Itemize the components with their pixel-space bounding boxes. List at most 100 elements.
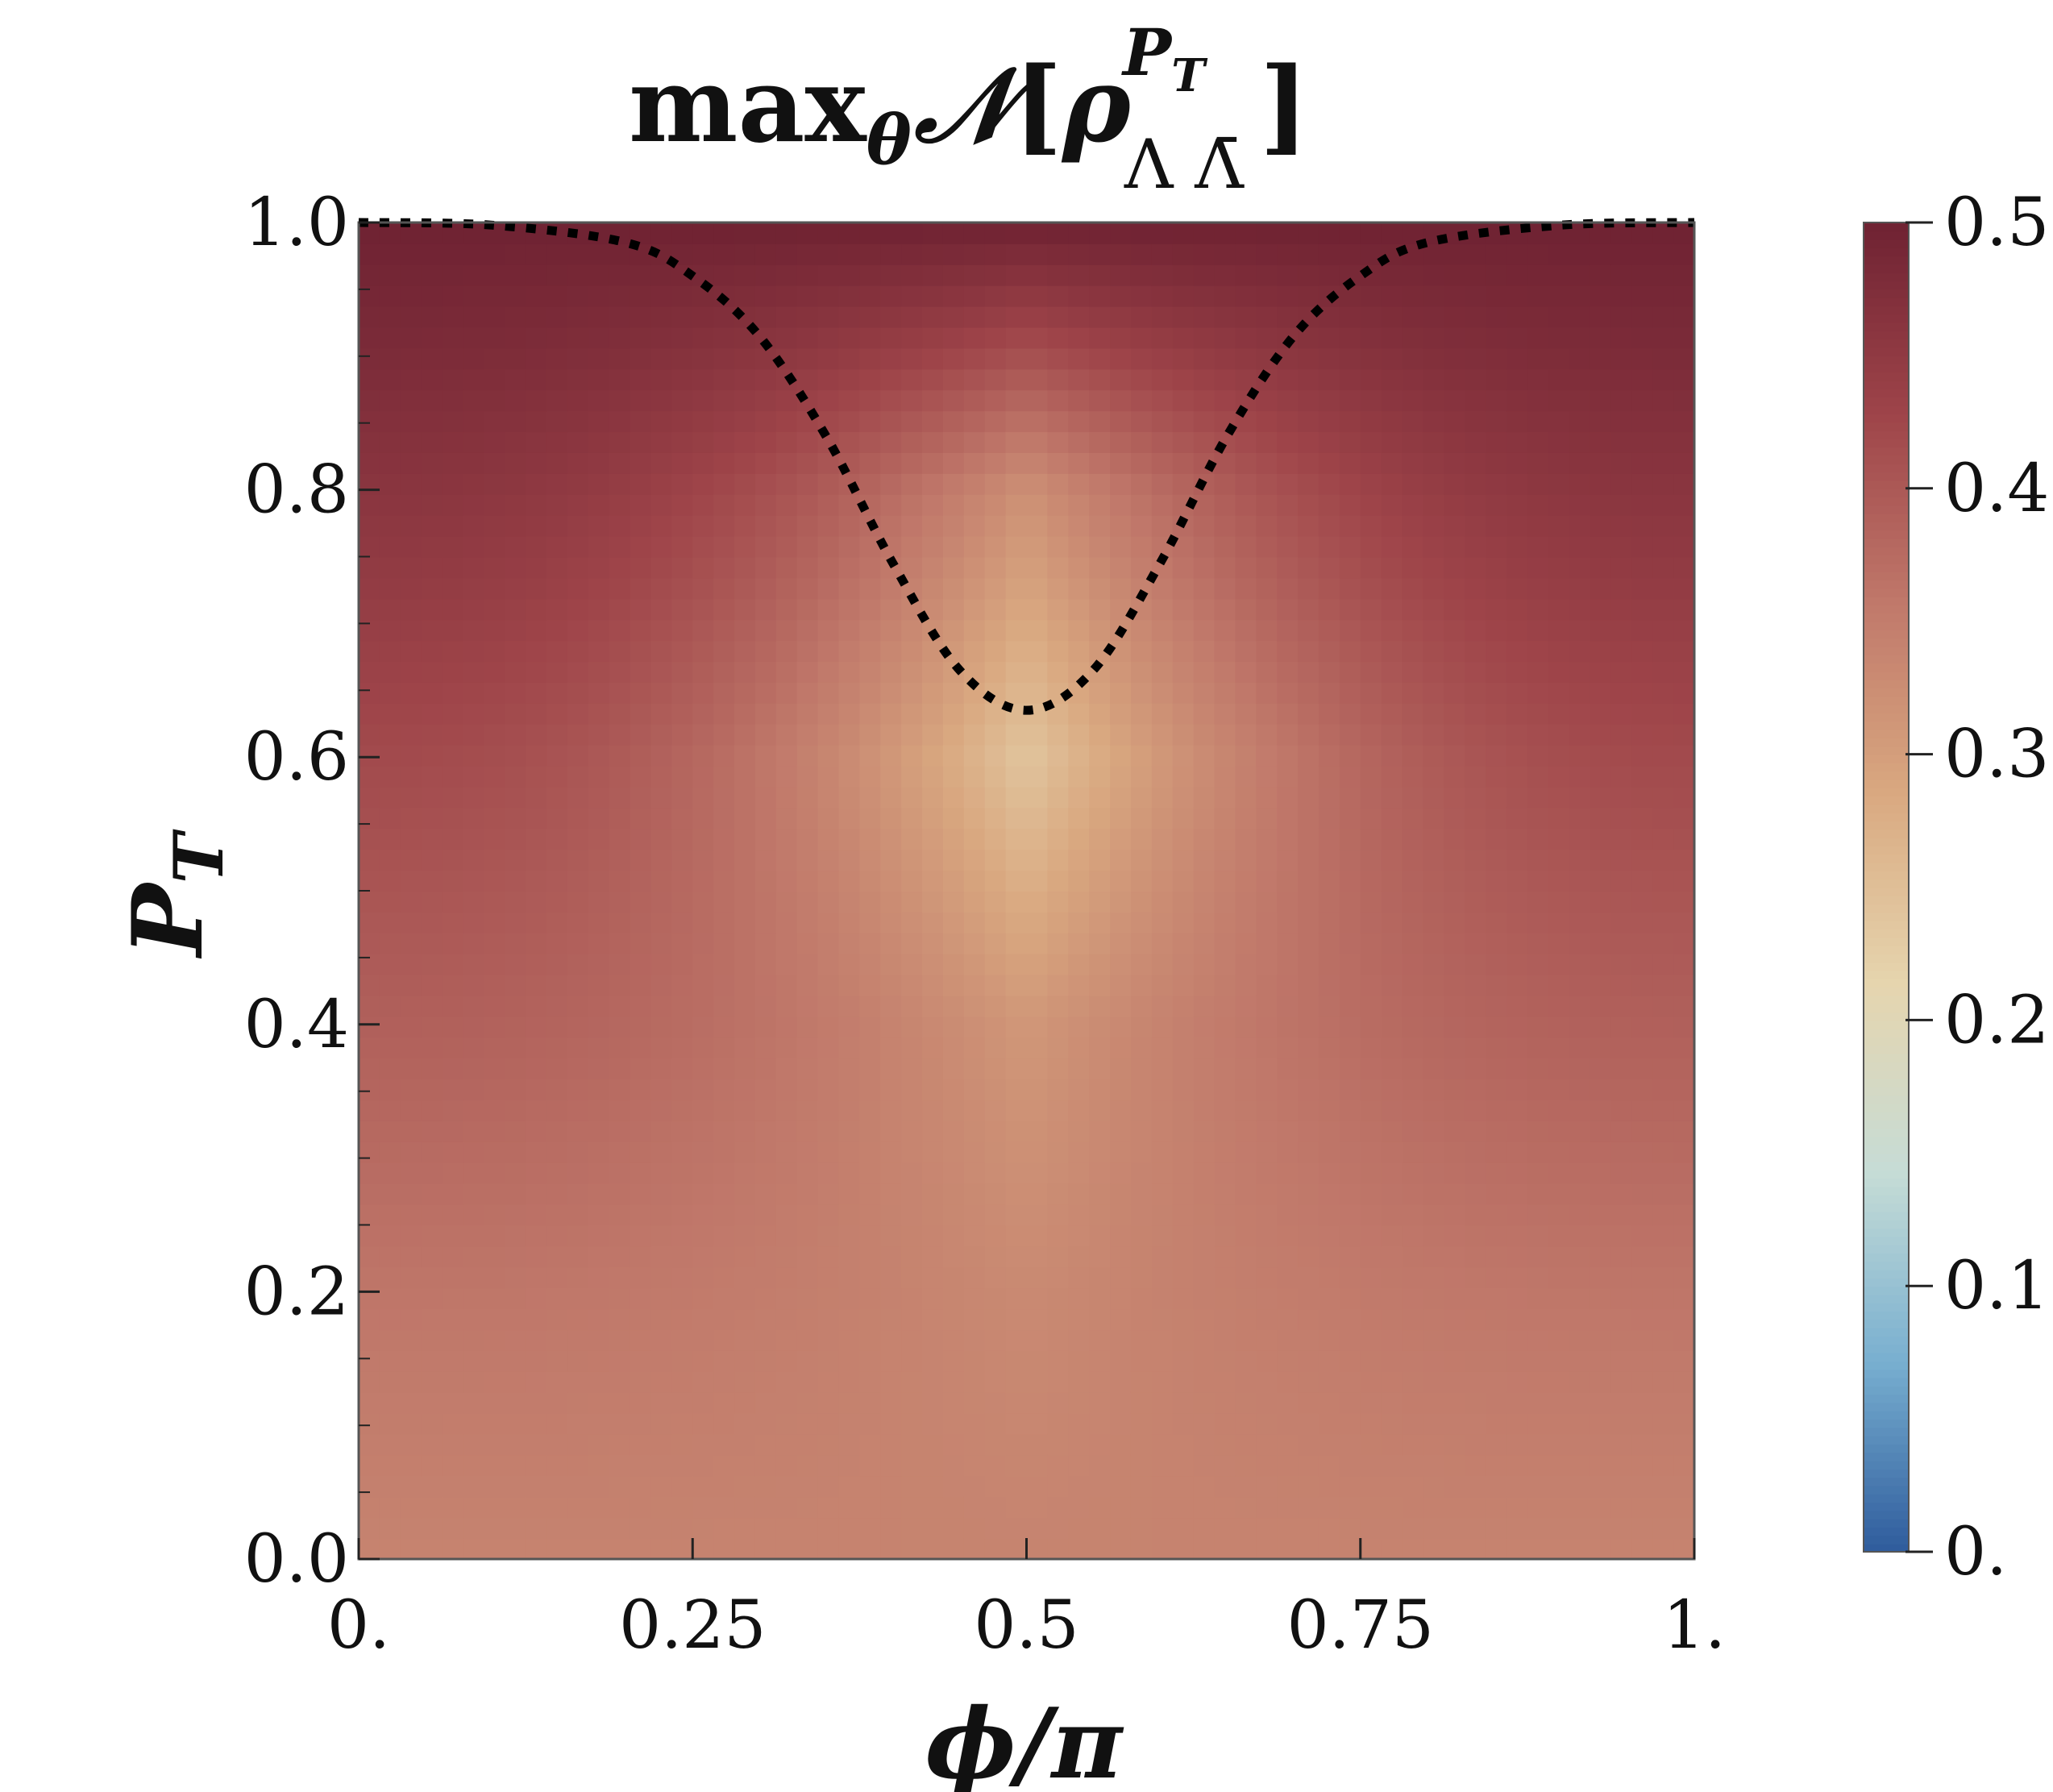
heatmap-cell: [421, 1204, 443, 1226]
colorbar-segment: [1864, 1028, 1909, 1038]
heatmap-cell: [379, 744, 401, 767]
heatmap-cell: [1631, 514, 1654, 537]
heatmap-cell: [880, 828, 903, 850]
heatmap-cell: [505, 786, 527, 809]
heatmap-cell: [650, 640, 673, 663]
heatmap-cell: [1590, 243, 1612, 265]
heatmap-cell: [1214, 1120, 1236, 1142]
heatmap-cell: [1465, 514, 1487, 537]
heatmap-cell: [901, 389, 924, 412]
heatmap-cell: [1486, 1433, 1507, 1456]
heatmap-cell: [1151, 306, 1174, 328]
heatmap-cell: [963, 1412, 986, 1435]
heatmap-cell: [1026, 222, 1049, 244]
heatmap-cell: [754, 932, 777, 954]
colorbar-segment: [1864, 1394, 1909, 1403]
heatmap-cell: [1381, 1475, 1403, 1498]
colorbar-segment: [1864, 1452, 1909, 1461]
heatmap-cell: [1110, 1204, 1132, 1226]
heatmap-cell: [1673, 870, 1694, 892]
colorbar-segment: [1864, 430, 1909, 439]
heatmap-cell: [880, 1058, 903, 1080]
heatmap-cell: [1402, 1120, 1424, 1142]
heatmap-cell: [1673, 953, 1694, 975]
heatmap-cell: [1631, 451, 1654, 474]
heatmap-cell: [546, 556, 568, 579]
heatmap-cell: [1527, 1370, 1549, 1393]
heatmap-cell: [379, 1329, 401, 1351]
heatmap-cell: [1172, 640, 1195, 663]
heatmap-cell: [1444, 681, 1466, 704]
heatmap-cell: [692, 577, 715, 600]
heatmap-cell: [1444, 1183, 1466, 1205]
heatmap-cell: [505, 1224, 527, 1247]
heatmap-cell: [463, 451, 485, 474]
heatmap-cell: [1256, 577, 1278, 600]
heatmap-cell: [442, 661, 464, 683]
heatmap-cell: [671, 1349, 694, 1372]
heatmap-cell: [859, 974, 882, 996]
heatmap-cell: [1318, 1370, 1340, 1393]
heatmap-cell: [630, 368, 652, 391]
heatmap-cell: [400, 1266, 422, 1289]
heatmap-cell: [505, 1329, 527, 1351]
heatmap-cell: [1590, 702, 1612, 725]
heatmap-cell: [1214, 807, 1236, 829]
heatmap-cell: [1506, 1058, 1528, 1080]
heatmap-cell: [609, 1538, 631, 1559]
heatmap-cell: [734, 577, 756, 600]
heatmap-cell: [901, 243, 924, 265]
heatmap-cell: [630, 1475, 652, 1498]
heatmap-cell: [609, 1037, 631, 1059]
heatmap-cell: [1151, 347, 1174, 370]
heatmap-cell: [1130, 389, 1153, 412]
heatmap-cell: [859, 451, 882, 474]
heatmap-cell: [1130, 765, 1153, 788]
heatmap-cell: [1631, 891, 1654, 913]
colorbar-segment: [1864, 314, 1909, 323]
heatmap-cell: [671, 1224, 694, 1247]
heatmap-cell: [505, 765, 527, 788]
heatmap-cell: [1527, 1287, 1549, 1310]
colorbar-segment: [1864, 671, 1909, 680]
heatmap-cell: [1068, 1433, 1091, 1456]
heatmap-cell: [859, 1496, 882, 1519]
heatmap-cell: [400, 1100, 422, 1121]
heatmap-cell: [1151, 1079, 1174, 1101]
heatmap-cell: [630, 326, 652, 349]
heatmap-cell: [1026, 1538, 1049, 1559]
heatmap-cell: [567, 1349, 589, 1372]
heatmap-cell: [505, 828, 527, 850]
heatmap-cell: [1089, 347, 1112, 370]
heatmap-cell: [775, 1079, 798, 1101]
heatmap-cell: [1068, 410, 1091, 433]
heatmap-cell: [1235, 828, 1257, 850]
heatmap-cell: [421, 765, 443, 788]
heatmap-cell: [567, 493, 589, 516]
heatmap-cell: [588, 577, 610, 600]
heatmap-cell: [359, 1183, 380, 1205]
heatmap-cell: [1569, 870, 1591, 892]
heatmap-cell: [1047, 786, 1070, 809]
heatmap-cell: [1527, 619, 1549, 642]
heatmap-cell: [1569, 661, 1591, 683]
heatmap-cell: [1506, 389, 1528, 412]
heatmap-cell: [942, 1517, 965, 1540]
heatmap-cell: [1235, 1308, 1257, 1331]
heatmap-cell: [359, 765, 380, 788]
heatmap-cell: [379, 765, 401, 788]
heatmap-cell: [1193, 1016, 1216, 1038]
heatmap-cell: [567, 368, 589, 391]
heatmap-cell: [942, 431, 965, 453]
heatmap-cell: [963, 514, 986, 537]
heatmap-cell: [379, 1538, 401, 1559]
colorbar-segment: [1864, 1477, 1909, 1486]
heatmap-cell: [942, 1162, 965, 1184]
heatmap-cell: [942, 1037, 965, 1059]
heatmap-cell: [1339, 1308, 1361, 1331]
heatmap-cell: [442, 347, 464, 370]
heatmap-cell: [796, 1162, 819, 1184]
heatmap-cell: [734, 243, 756, 265]
heatmap-cell: [1486, 681, 1507, 704]
heatmap-cell: [1486, 828, 1507, 850]
